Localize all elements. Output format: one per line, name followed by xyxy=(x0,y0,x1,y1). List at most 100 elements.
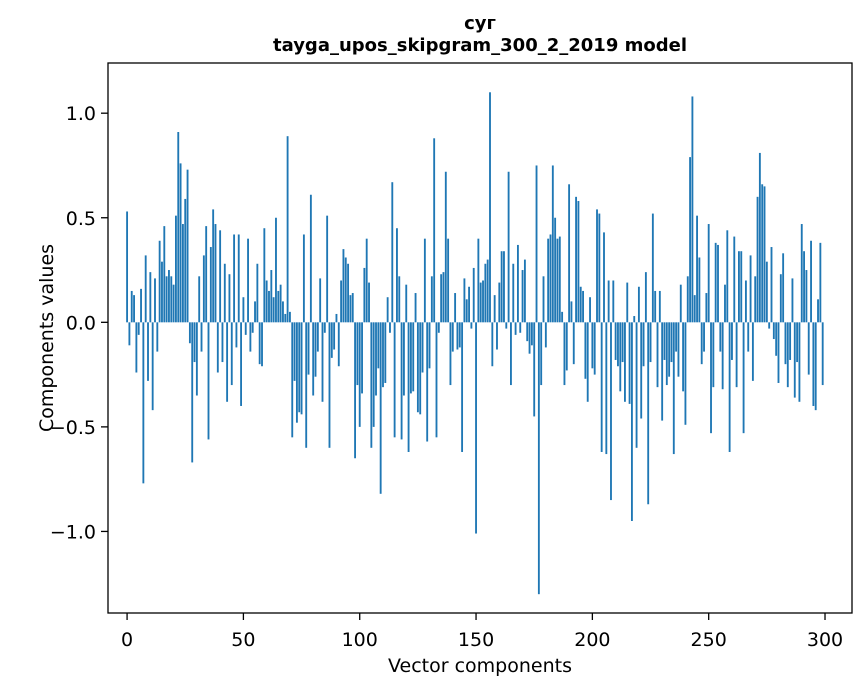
bar xyxy=(475,322,477,534)
bar xyxy=(682,322,685,392)
bar xyxy=(689,157,692,323)
bar xyxy=(796,322,799,363)
bar xyxy=(700,322,703,365)
bar xyxy=(693,295,696,323)
bar xyxy=(607,280,610,323)
bar xyxy=(396,228,398,323)
bar xyxy=(216,322,219,373)
bar xyxy=(361,322,363,394)
bar xyxy=(163,226,166,323)
bar xyxy=(672,322,675,455)
bar xyxy=(282,301,284,323)
bar xyxy=(751,322,754,381)
bar xyxy=(742,322,745,434)
bar xyxy=(705,293,708,323)
bar xyxy=(319,278,322,323)
bar xyxy=(596,209,598,323)
bar xyxy=(656,322,659,388)
bar xyxy=(161,261,163,323)
bar xyxy=(733,236,736,323)
bar xyxy=(133,295,135,323)
bar xyxy=(514,322,517,335)
bar xyxy=(247,238,249,323)
bar xyxy=(328,322,331,448)
bar xyxy=(277,290,280,323)
bar xyxy=(447,238,450,323)
bar xyxy=(214,224,217,323)
bar xyxy=(775,322,778,356)
bar xyxy=(696,215,698,323)
bar xyxy=(202,255,205,323)
bar xyxy=(226,322,229,402)
bar xyxy=(237,234,240,323)
bar xyxy=(421,322,424,373)
bar xyxy=(651,213,654,323)
bar xyxy=(512,263,515,323)
bar xyxy=(714,242,717,323)
bar xyxy=(372,322,375,427)
bar xyxy=(212,209,215,323)
bar xyxy=(544,322,547,348)
bar xyxy=(384,322,387,383)
bar xyxy=(177,132,180,323)
x-tick-label: 200 xyxy=(574,629,610,651)
bar xyxy=(179,163,182,323)
bar xyxy=(768,322,771,329)
bar xyxy=(493,295,496,323)
bar xyxy=(635,322,638,448)
bar xyxy=(368,282,370,323)
bar xyxy=(270,270,273,323)
bar xyxy=(793,322,796,398)
bar xyxy=(184,198,187,323)
bar xyxy=(175,215,177,323)
bar xyxy=(465,299,468,323)
bar xyxy=(551,165,554,323)
bar xyxy=(172,284,175,323)
bar xyxy=(433,138,436,323)
bar xyxy=(256,263,259,323)
y-tick-label: 1.0 xyxy=(66,103,96,125)
bar xyxy=(451,322,454,352)
bar xyxy=(309,194,312,323)
bar xyxy=(561,311,564,323)
bar xyxy=(140,288,142,323)
bar xyxy=(521,270,524,323)
bar xyxy=(579,286,582,323)
bar xyxy=(321,322,324,402)
bar xyxy=(351,293,354,323)
bar xyxy=(412,322,415,392)
bar xyxy=(333,322,336,350)
bar xyxy=(570,301,573,323)
bar xyxy=(391,182,394,323)
bar xyxy=(135,322,138,373)
bar xyxy=(428,322,431,369)
bar xyxy=(547,238,550,323)
bar xyxy=(686,276,689,323)
bar xyxy=(586,322,589,402)
bar xyxy=(356,322,359,386)
bar xyxy=(584,322,587,379)
bar xyxy=(449,322,452,386)
bar xyxy=(291,322,294,438)
bar xyxy=(168,270,170,323)
bar xyxy=(456,322,459,350)
bar xyxy=(195,322,198,396)
bar xyxy=(603,232,605,323)
bar xyxy=(144,255,147,323)
bar xyxy=(798,322,801,402)
bar xyxy=(275,217,277,323)
x-tick-label: 50 xyxy=(231,629,255,651)
bar xyxy=(577,201,580,323)
bar xyxy=(789,322,792,360)
bar xyxy=(151,322,154,411)
bar xyxy=(670,322,673,363)
bar xyxy=(261,322,263,367)
bar xyxy=(405,284,408,323)
bar xyxy=(181,224,184,323)
bar xyxy=(761,184,764,323)
bar xyxy=(300,322,303,415)
bar xyxy=(642,322,645,367)
bar xyxy=(807,322,810,375)
bar xyxy=(479,282,482,323)
bar xyxy=(142,322,145,484)
